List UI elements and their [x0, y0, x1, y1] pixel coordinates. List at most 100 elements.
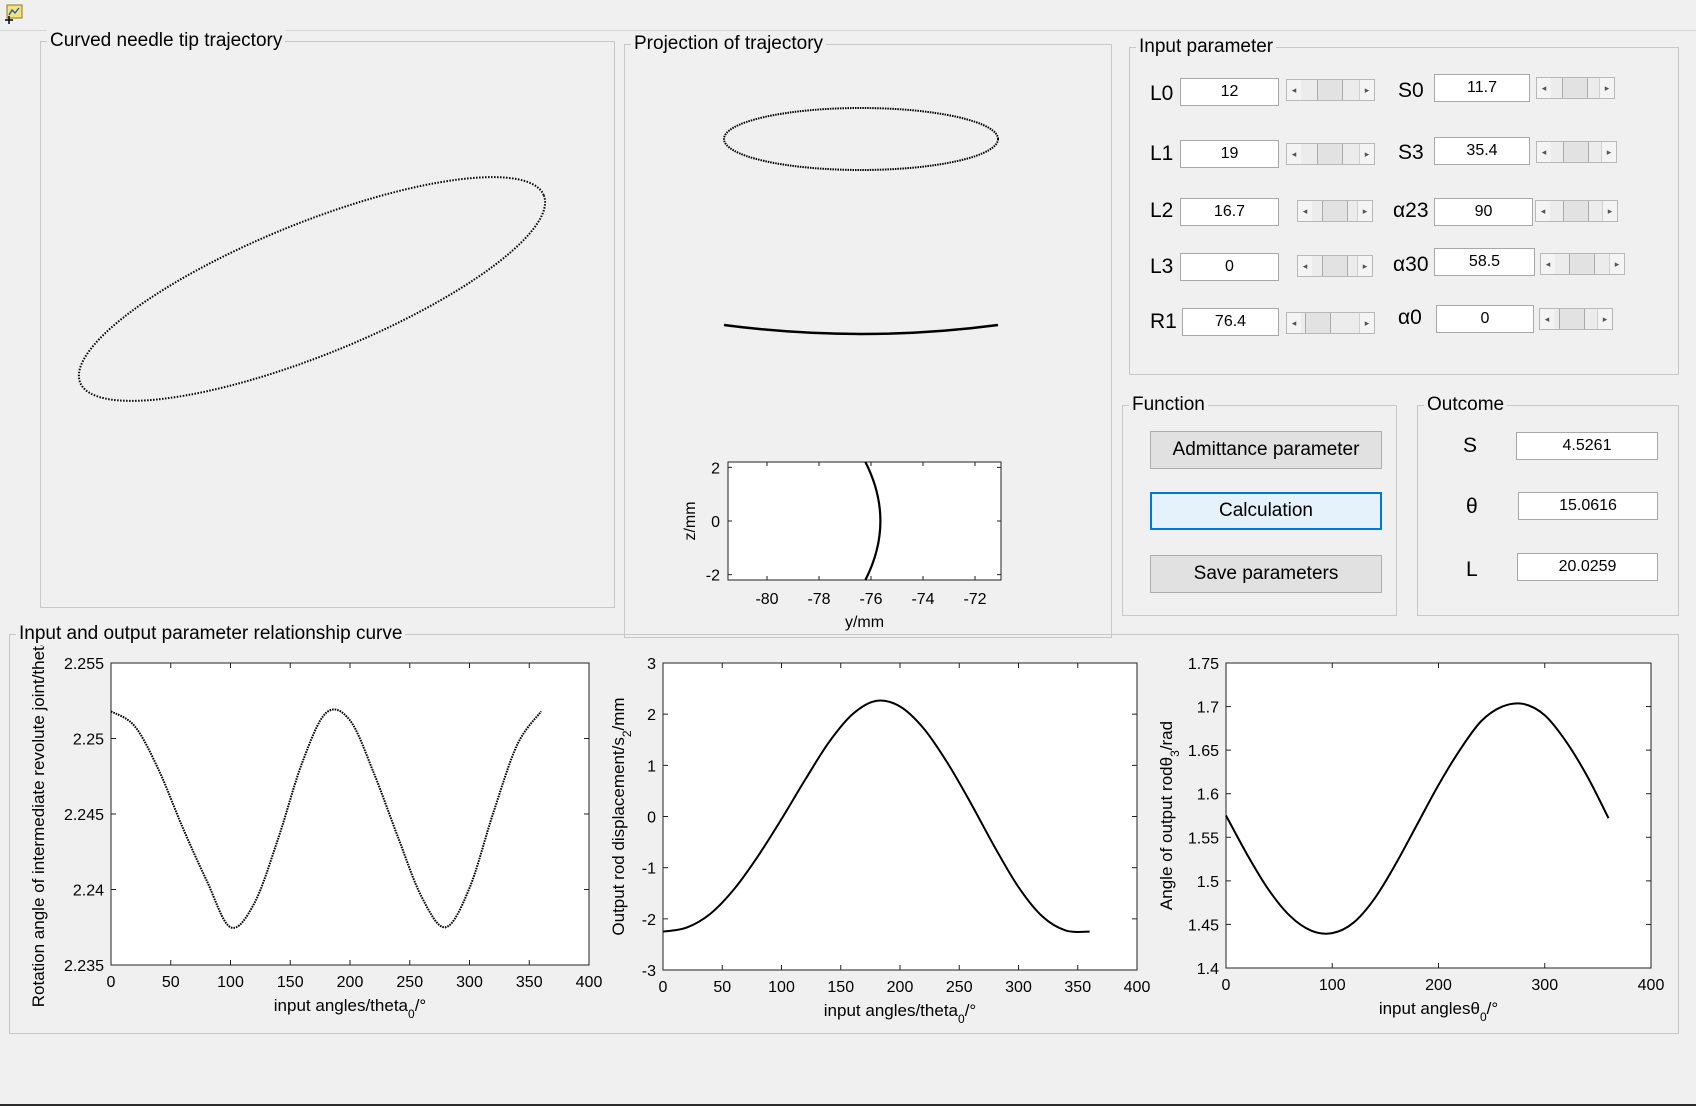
- x-axis-label: input angles/theta0/°: [824, 1001, 976, 1026]
- slider-thumb[interactable]: [1305, 313, 1332, 333]
- param-a23-field[interactable]: [1434, 198, 1533, 226]
- param-l2-field[interactable]: [1180, 198, 1279, 226]
- slider-left-arrow-icon[interactable]: ◂: [1287, 144, 1302, 164]
- trajectory-ellipse: [77, 176, 547, 402]
- output-displacement-chart: 0 50 100 150 200 250 300 350 400 -3 -2 -1 0 1 2 3 input …: [609, 656, 1150, 1026]
- projection-top-ellipse: [723, 107, 999, 171]
- series-line: [662, 699, 1090, 934]
- outcome-s-field[interactable]: [1516, 432, 1658, 460]
- x-tick-label: 250: [946, 979, 973, 996]
- slider-left-arrow-icon[interactable]: ◂: [1287, 80, 1302, 100]
- x-tick-label: 250: [396, 974, 423, 991]
- slider-thumb[interactable]: [1321, 201, 1348, 221]
- x-tick-label: -80: [755, 591, 778, 608]
- slider-thumb[interactable]: [1559, 309, 1585, 329]
- input-parameter-panel: Input parameter: [1129, 36, 1679, 375]
- slider-thumb[interactable]: [1316, 80, 1343, 100]
- y-tick-label: 2: [647, 707, 656, 724]
- outcome-label-l: L: [1466, 558, 1478, 581]
- slider-right-arrow-icon[interactable]: ▸: [1359, 80, 1374, 100]
- param-label-r1: R1: [1150, 310, 1177, 333]
- slider-left-arrow-icon[interactable]: ◂: [1287, 313, 1302, 333]
- param-l3-field[interactable]: [1180, 253, 1279, 281]
- y-tick-label: 1.4: [1197, 961, 1219, 978]
- slider-left-arrow-icon[interactable]: ◂: [1537, 142, 1552, 162]
- x-tick-label: 300: [456, 974, 483, 991]
- x-tick-label: 350: [516, 974, 543, 991]
- y-tick-label: 3: [647, 656, 656, 673]
- slider-thumb[interactable]: [1321, 256, 1348, 276]
- y-tick-label: 1.75: [1188, 656, 1219, 673]
- x-tick-label: 150: [827, 979, 854, 996]
- y-tick-label: 0: [711, 514, 720, 531]
- slider-thumb[interactable]: [1562, 78, 1589, 98]
- param-r1-field[interactable]: [1182, 308, 1279, 336]
- slider-right-arrow-icon[interactable]: ▸: [1601, 142, 1616, 162]
- projection-middle-curve: [723, 323, 999, 336]
- slider-thumb[interactable]: [1568, 254, 1595, 274]
- y-tick-label: 2: [711, 460, 720, 477]
- outcome-panel: Outcome: [1417, 394, 1679, 616]
- slider-right-arrow-icon[interactable]: ▸: [1357, 201, 1372, 221]
- param-r1-slider[interactable]: ◂ ▸: [1286, 312, 1375, 334]
- slider-thumb[interactable]: [1563, 142, 1590, 162]
- param-l0-slider[interactable]: ◂ ▸: [1286, 79, 1375, 101]
- param-s0-slider[interactable]: ◂ ▸: [1536, 77, 1615, 99]
- param-s0-field[interactable]: [1434, 74, 1530, 102]
- matlab-figure-icon[interactable]: [4, 4, 24, 24]
- param-label-s0: S0: [1398, 79, 1424, 102]
- slider-right-arrow-icon[interactable]: ▸: [1602, 201, 1617, 221]
- param-a30-field[interactable]: [1434, 248, 1535, 276]
- series-line: [1225, 702, 1610, 935]
- slider-right-arrow-icon[interactable]: ▸: [1359, 313, 1374, 333]
- param-a23-slider[interactable]: ◂ ▸: [1535, 200, 1618, 222]
- calculation-button[interactable]: Calculation: [1150, 492, 1382, 530]
- param-a30-slider[interactable]: ◂ ▸: [1540, 253, 1625, 275]
- param-l0-field[interactable]: [1180, 78, 1279, 106]
- x-axis-label: input anglesθ0/°: [1379, 999, 1498, 1024]
- x-tick-label: 50: [713, 979, 731, 996]
- outcome-label-s: S: [1463, 434, 1478, 457]
- yz-projection-curve: [864, 461, 882, 581]
- param-a0-slider[interactable]: ◂ ▸: [1539, 308, 1613, 330]
- slider-left-arrow-icon[interactable]: ◂: [1541, 254, 1556, 274]
- x-tick-label: 150: [277, 974, 304, 991]
- x-tick-label: 400: [1638, 977, 1665, 994]
- param-a0-field[interactable]: [1436, 305, 1534, 333]
- param-s3-slider[interactable]: ◂ ▸: [1536, 141, 1617, 163]
- slider-thumb[interactable]: [1563, 201, 1590, 221]
- trajectory-3d-plot[interactable]: [41, 42, 614, 607]
- slider-right-arrow-icon[interactable]: ▸: [1357, 256, 1372, 276]
- rotation-angle-chart: 0 50 100 150 200 250 300 350 400 2.235 2.24 2.245 2.…: [29, 645, 602, 1021]
- relation-charts[interactable]: 0 50 100 150 200 250 300 350 4002.2352.242.2452.…: [0, 645, 1696, 1030]
- param-l1-slider[interactable]: ◂ ▸: [1286, 143, 1375, 165]
- slider-left-arrow-icon[interactable]: ◂: [1540, 309, 1555, 329]
- slider-right-arrow-icon[interactable]: ▸: [1359, 144, 1374, 164]
- param-l2-slider[interactable]: ◂ ▸: [1297, 200, 1373, 222]
- slider-right-arrow-icon[interactable]: ▸: [1599, 78, 1614, 98]
- relation-curve-panel: Input and output parameter relationship …: [9, 623, 1679, 1034]
- param-label-a30: α30: [1393, 253, 1429, 276]
- param-label-l0: L0: [1150, 82, 1174, 105]
- outcome-l-field[interactable]: [1517, 553, 1658, 581]
- slider-left-arrow-icon[interactable]: ◂: [1298, 256, 1313, 276]
- projection-plots[interactable]: -80 -78 -76 -74 -72 2 0 -2 y/mm z/mm: [625, 45, 1111, 637]
- slider-thumb[interactable]: [1316, 144, 1343, 164]
- slider-left-arrow-icon[interactable]: ◂: [1537, 78, 1552, 98]
- outcome-label-theta: θ: [1466, 495, 1478, 518]
- param-l1-field[interactable]: [1180, 140, 1279, 168]
- param-l3-slider[interactable]: ◂ ▸: [1297, 255, 1373, 277]
- x-tick-label: 200: [887, 979, 914, 996]
- y-tick-label: 2.245: [64, 807, 104, 824]
- slider-left-arrow-icon[interactable]: ◂: [1298, 201, 1313, 221]
- window-titlebar: [0, 0, 1696, 31]
- y-tick-label: 1.5: [1197, 874, 1219, 891]
- outcome-theta-field[interactable]: [1518, 492, 1658, 520]
- save-parameters-button[interactable]: Save parameters: [1150, 555, 1382, 593]
- x-tick-label: 200: [337, 974, 364, 991]
- param-s3-field[interactable]: [1434, 137, 1530, 165]
- slider-right-arrow-icon[interactable]: ▸: [1609, 254, 1624, 274]
- slider-left-arrow-icon[interactable]: ◂: [1536, 201, 1551, 221]
- slider-right-arrow-icon[interactable]: ▸: [1597, 309, 1612, 329]
- admittance-parameter-button[interactable]: Admittance parameter: [1150, 431, 1382, 469]
